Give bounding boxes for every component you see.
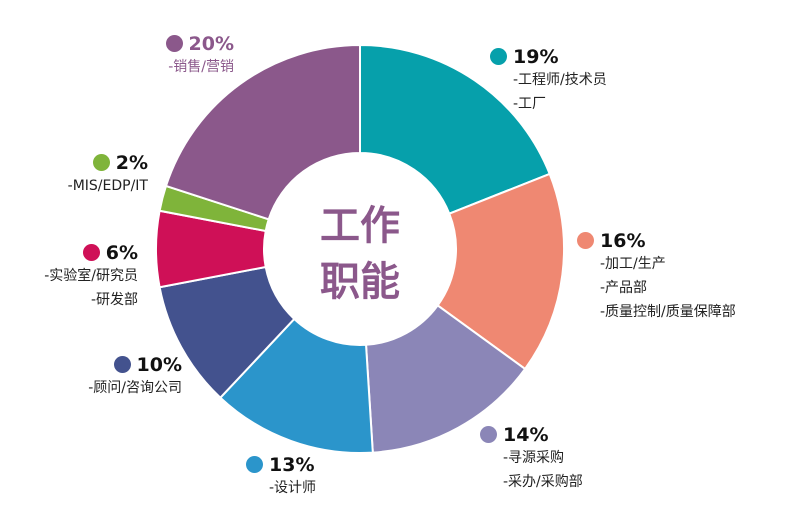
legend-dot-it: [92, 154, 110, 171]
pct-engineers: 19%: [513, 46, 559, 68]
pct-it: 2%: [115, 152, 148, 174]
label-sales: 20% -销售/营销: [120, 33, 234, 79]
label-consulting: 10% -顾问/咨询公司: [40, 354, 182, 400]
label-purchasing: 14% -寻源采购 -采办/采购部: [480, 424, 583, 494]
donut-slice: [436, 172, 565, 371]
pct-purchasing: 14%: [503, 424, 549, 446]
donut-slice: [164, 43, 361, 221]
label-line: -加工/生产: [600, 256, 666, 272]
legend-dot-consulting: [113, 356, 131, 373]
label-line: -MIS/EDP/IT: [67, 178, 148, 194]
label-line: -实验室/研究员: [44, 268, 138, 284]
label-line: -工厂: [513, 96, 547, 112]
label-line: -产品部: [600, 280, 648, 296]
label-line: -销售/营销: [168, 59, 234, 75]
pct-production: 16%: [600, 230, 646, 252]
label-it: 2% -MIS/EDP/IT: [20, 152, 148, 198]
center-title-line-2: 职能: [320, 259, 400, 305]
pct-designer: 13%: [269, 454, 315, 476]
legend-dot-sales: [165, 35, 183, 52]
pct-lab: 6%: [105, 242, 138, 264]
label-engineers: 19% -工程师/技术员 -工厂: [490, 46, 607, 116]
pct-consulting: 10%: [136, 354, 182, 376]
label-production: 16% -加工/生产 -产品部 -质量控制/质量保障部: [577, 230, 736, 324]
label-line: -顾问/咨询公司: [88, 380, 182, 396]
label-designer: 13% -设计师: [246, 454, 316, 500]
label-line: -质量控制/质量保障部: [600, 304, 736, 320]
label-line: -采办/采购部: [503, 474, 583, 490]
donut-slice: [359, 43, 551, 215]
legend-dot-production: [577, 232, 594, 249]
label-line: -研发部: [90, 292, 138, 308]
label-line: -工程师/技术员: [513, 72, 607, 88]
legend-dot-designer: [246, 456, 263, 473]
donut-slice: [364, 304, 527, 454]
legend-dot-engineers: [490, 48, 507, 65]
label-line: -寻源采购: [503, 450, 565, 466]
center-title-line-1: 工作: [320, 203, 400, 249]
legend-dot-purchasing: [480, 426, 497, 443]
label-line: -设计师: [269, 480, 317, 496]
pct-sales: 20%: [188, 33, 234, 55]
legend-dot-lab: [82, 244, 100, 261]
center-title: 工作 职能: [300, 198, 420, 310]
label-lab: 6% -实验室/研究员 -研发部: [10, 242, 138, 312]
